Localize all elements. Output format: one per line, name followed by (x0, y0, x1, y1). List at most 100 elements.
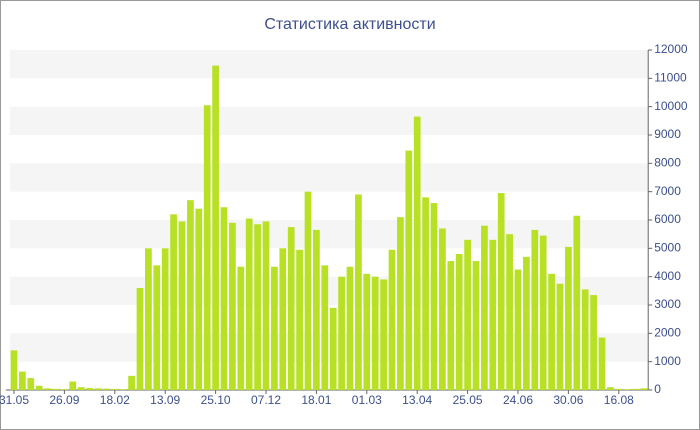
grid-band (9, 163, 649, 192)
bar (262, 221, 270, 390)
bar (287, 227, 295, 390)
bar (161, 248, 169, 390)
x-tick-label: 24.06 (503, 393, 533, 407)
bar (455, 254, 463, 390)
bar (338, 276, 345, 390)
bar (472, 261, 480, 390)
bar (506, 234, 513, 390)
bar (422, 197, 429, 390)
bar (44, 388, 51, 390)
y-tick-label: 0 (654, 382, 661, 396)
bar (195, 208, 203, 390)
bar (304, 191, 312, 390)
bar (178, 221, 186, 390)
x-tick-label: 25.10 (201, 393, 231, 407)
bar (439, 228, 446, 390)
y-tick-label: 3000 (654, 297, 681, 311)
bar (86, 388, 93, 390)
bar (590, 295, 597, 390)
x-tick-label: 16.08 (604, 393, 634, 407)
x-tick-label: 25.05 (453, 393, 483, 407)
x-tick-label: 31.05 (0, 393, 29, 407)
grid-band (9, 50, 649, 79)
bar (245, 218, 253, 390)
bar (481, 225, 488, 390)
bar (128, 375, 135, 390)
y-tick-label: 10000 (654, 99, 688, 113)
bar (136, 288, 144, 390)
bar (329, 307, 337, 390)
bar (447, 261, 455, 390)
x-tick-label: 18.01 (301, 393, 331, 407)
bar (615, 388, 623, 390)
grid-band (9, 220, 649, 249)
y-tick-label: 12000 (654, 42, 688, 56)
y-tick-label: 6000 (654, 212, 681, 226)
bar (229, 222, 236, 390)
bar (35, 385, 43, 390)
bar (371, 276, 379, 390)
y-tick-label: 8000 (654, 156, 681, 170)
bar (220, 207, 228, 390)
y-tick-label: 9000 (654, 127, 681, 141)
bar (187, 200, 194, 390)
bar (397, 217, 404, 390)
y-tick-label: 1000 (654, 354, 681, 368)
bar (565, 246, 572, 390)
bar (430, 203, 438, 390)
bar (69, 381, 77, 390)
bar (556, 283, 564, 390)
bar (489, 239, 497, 390)
grid-band (9, 106, 649, 135)
bar (531, 229, 539, 390)
bar (497, 193, 505, 390)
x-tick-label: 26.09 (49, 393, 79, 407)
x-tick-label: 30.06 (553, 393, 583, 407)
bar (464, 239, 471, 390)
bar (94, 388, 102, 390)
bar (103, 388, 110, 390)
bar (111, 388, 119, 390)
x-tick-label: 18.02 (100, 393, 130, 407)
bar (19, 371, 26, 390)
bar (279, 248, 287, 390)
bar (145, 248, 152, 390)
bar (313, 229, 320, 390)
bar (380, 279, 387, 390)
bar (52, 388, 60, 390)
bar (119, 389, 127, 390)
bar (254, 224, 261, 390)
bar (598, 337, 606, 390)
bar (355, 194, 362, 390)
bar (523, 256, 530, 390)
bar (363, 273, 371, 390)
bar (632, 388, 639, 390)
bar (170, 214, 177, 390)
bar (405, 150, 413, 390)
y-tick-label: 11000 (654, 71, 687, 85)
bar (61, 389, 68, 390)
bar (548, 273, 555, 390)
y-tick-label: 5000 (654, 241, 681, 255)
bar (346, 266, 354, 390)
chart-title: Статистика активности (264, 16, 435, 33)
bar (640, 388, 648, 390)
x-tick-label: 13.09 (150, 393, 180, 407)
bar (203, 105, 211, 390)
bar (212, 65, 219, 390)
bar (27, 378, 35, 390)
bar (607, 387, 614, 390)
y-tick-label: 4000 (654, 269, 681, 283)
bar (581, 289, 589, 390)
bar (539, 235, 547, 390)
bar (271, 266, 278, 390)
bar (153, 265, 161, 390)
bar (573, 215, 581, 390)
bar (623, 389, 631, 390)
bar (514, 269, 522, 390)
bar (413, 116, 421, 390)
x-tick-label: 07.12 (251, 393, 281, 407)
x-tick-label: 01.03 (352, 393, 382, 407)
bar (237, 266, 245, 390)
